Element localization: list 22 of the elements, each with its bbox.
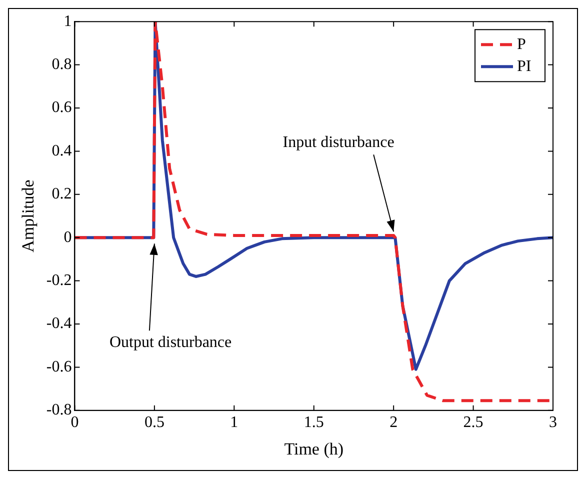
x-axis-title: Time (h) [284,439,344,458]
y-axis-title: Amplitude [18,180,38,252]
y-tick-label: -0.6 [46,358,72,376]
legend-label: P [517,36,526,53]
x-tick-label: 3 [549,414,557,432]
legend-label: PI [517,58,532,75]
x-tick-label: 0.5 [144,414,164,432]
x-tick-label: 2.5 [463,414,484,432]
y-tick-label: 0 [64,228,72,246]
y-tick-label: -0.8 [46,402,72,419]
x-tick-label: 2 [390,414,398,432]
y-tick-label: 0.2 [52,186,72,203]
annotation: Output disturbance [109,334,232,351]
y-tick-label: 0.6 [52,99,72,116]
y-tick-label: 1 [64,12,72,30]
x-tick-label: 1.5 [304,414,324,432]
y-tick-label: -0.4 [46,315,72,332]
y-tick-label: -0.2 [46,272,72,290]
y-tick-label: 0.8 [52,56,72,74]
annotation: Input disturbance [282,134,394,151]
y-tick-label: 0.4 [52,142,72,160]
x-tick-label: 1 [230,414,238,432]
